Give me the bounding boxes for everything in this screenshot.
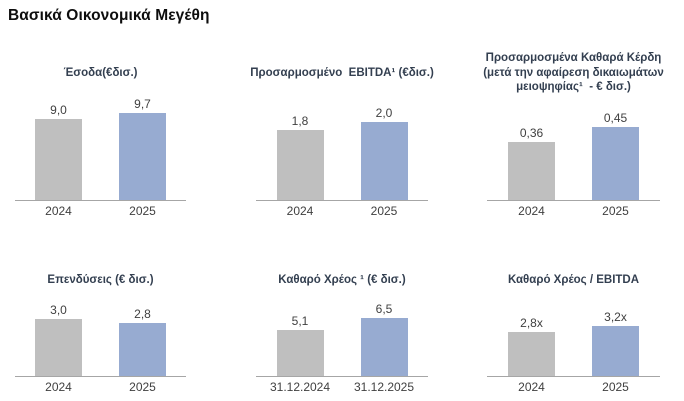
- bar-2024: [35, 319, 82, 376]
- plot-area: 1,8 2,0: [256, 96, 428, 201]
- value-label: 3,0: [50, 303, 67, 317]
- x-axis-label: 2025: [370, 204, 398, 218]
- chart-title: Έσοδα(€δισ.): [63, 67, 138, 79]
- bar-2024: [35, 119, 82, 200]
- bar-2025: [360, 122, 408, 200]
- chart-revenue: Έσοδα(€δισ.) 9,0 9,7 2024 2025: [15, 48, 186, 220]
- chart-title: Προσαρμοσμένα Καθαρά Κέρδη (μετά την αφα…: [483, 52, 664, 93]
- x-axis-label: 31.12.2024: [269, 380, 331, 394]
- plot-area: 3,0 2,8: [15, 300, 186, 377]
- x-axis-label: 31.12.2025: [353, 380, 415, 394]
- x-axis-label: 2025: [602, 380, 629, 394]
- chart-adjusted-net-profit: Προσαρμοσμένα Καθαρά Κέρδη (μετά την αφα…: [483, 48, 664, 220]
- x-axis-label: 2024: [518, 380, 545, 394]
- plot-area: 2,8x 3,2x: [487, 300, 660, 377]
- x-axis-label: 2024: [286, 204, 314, 218]
- page-title: Βασικά Οικονομικά Μεγέθη: [8, 7, 210, 24]
- chart-investments: Επενδύσεις (€ δισ.) 3,0 2,8 2024 2025: [15, 260, 186, 396]
- chart-title: Καθαρό Χρέος / EBITDA: [507, 274, 640, 286]
- bar-2025: [592, 127, 639, 200]
- bar-group: 2,0: [360, 106, 408, 200]
- value-label: 9,7: [134, 97, 151, 111]
- x-axis-labels: 31.12.2024 31.12.2025: [256, 377, 428, 396]
- x-axis-label: 2025: [602, 204, 629, 218]
- x-axis-labels: 2024 2025: [15, 377, 186, 396]
- bar-2024: [508, 332, 555, 376]
- value-label: 9,0: [50, 103, 67, 117]
- bar-group: 9,7: [119, 97, 166, 200]
- bar-2024: [276, 130, 324, 200]
- x-axis-label: 2025: [129, 380, 156, 394]
- value-label: 2,8x: [520, 316, 543, 330]
- x-axis-labels: 2024 2025: [15, 201, 186, 220]
- bar-group: 0,45: [592, 111, 639, 200]
- x-axis-label: 2024: [518, 204, 545, 218]
- bar-group: 1,8: [276, 114, 324, 200]
- plot-area: 9,0 9,7: [15, 96, 186, 201]
- value-label: 0,45: [603, 111, 628, 125]
- chart-net-debt: Καθαρό Χρέος ¹ (€ δισ.) 5,1 6,5 31.12.202…: [256, 260, 428, 396]
- x-axis-labels: 2024 2025: [256, 201, 428, 220]
- x-axis-label: 2024: [45, 204, 72, 218]
- bar-group: 6,5: [360, 302, 408, 376]
- bar-group: 3,2x: [592, 310, 639, 376]
- chart-title: Προσαρμοσμένο EBITDA¹ (€δισ.): [250, 67, 434, 79]
- chart-title: Καθαρό Χρέος ¹ (€ δισ.): [278, 274, 406, 286]
- bar-group: 2,8: [119, 307, 166, 376]
- bar-2025: [119, 323, 166, 376]
- value-label: 5,1: [291, 314, 309, 328]
- bar-group: 5,1: [276, 314, 324, 376]
- value-label: 2,0: [375, 106, 393, 120]
- value-label: 0,36: [519, 126, 544, 140]
- bar-group: 9,0: [35, 103, 82, 200]
- x-axis-label: 2025: [129, 204, 156, 218]
- bar-2024: [508, 142, 555, 200]
- value-label: 3,2x: [604, 310, 627, 324]
- chart-net-debt-to-ebitda: Καθαρό Χρέος / EBITDA 2,8x 3,2x 2024 2025: [487, 260, 660, 396]
- x-axis-labels: 2024 2025: [487, 377, 660, 396]
- bar-group: 0,36: [508, 126, 555, 200]
- bar-2025: [592, 326, 639, 376]
- chart-title: Επενδύσεις (€ δισ.): [47, 274, 154, 286]
- value-label: 1,8: [291, 114, 309, 128]
- plot-area: 5,1 6,5: [256, 300, 428, 377]
- bar-31.12.2024: [276, 330, 324, 376]
- bar-2025: [119, 113, 166, 200]
- plot-area: 0,36 0,45: [487, 96, 660, 201]
- value-label: 6,5: [375, 302, 393, 316]
- bar-group: 2,8x: [508, 316, 555, 376]
- bar-group: 3,0: [35, 303, 82, 376]
- chart-adjusted-ebitda: Προσαρμοσμένο EBITDA¹ (€δισ.) 1,8 2,0 202…: [250, 48, 434, 220]
- x-axis-labels: 2024 2025: [487, 201, 660, 220]
- bar-31.12.2025: [360, 318, 408, 376]
- value-label: 2,8: [134, 307, 151, 321]
- x-axis-label: 2024: [45, 380, 72, 394]
